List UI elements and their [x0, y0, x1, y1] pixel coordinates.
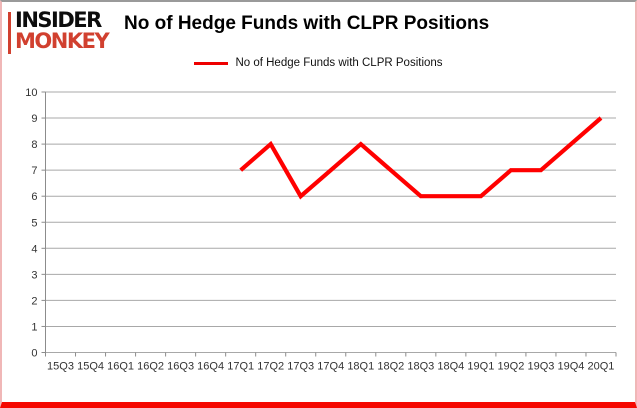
y-tick-label: 9	[31, 113, 37, 125]
y-tick-label: 10	[25, 87, 37, 99]
data-line	[239, 116, 603, 200]
x-tick-label: 16Q1	[107, 361, 134, 373]
y-tick-label: 6	[31, 191, 37, 203]
x-tick-label: 18Q4	[437, 361, 464, 373]
brand-accent-bar	[8, 12, 11, 54]
chart-svg: 0 1 2 3 4 5 6 7 8 9 10 15Q3 15Q4 16Q1 16Q2 16Q3 16Q4 17Q1…	[25, 87, 617, 373]
x-tick-label: 17Q4	[317, 361, 344, 373]
y-tick-label: 1	[31, 321, 37, 333]
x-tick-label: 18Q2	[377, 361, 404, 373]
y-tick-label: 7	[31, 165, 37, 177]
x-tick-label: 17Q3	[287, 361, 314, 373]
chart-title: No of Hedge Funds with CLPR Positions	[124, 13, 490, 34]
x-tick-label: 16Q3	[167, 361, 194, 373]
legend-line-swatch	[194, 61, 229, 65]
y-tick-label: 0	[31, 348, 37, 360]
legend: No of Hedge Funds with CLPR Positions	[2, 57, 635, 69]
x-tick-label: 16Q4	[197, 361, 224, 373]
brand-logo: INSIDER MONKEY	[8, 8, 110, 54]
x-tick-label: 16Q2	[137, 361, 164, 373]
x-tick-label: 19Q1	[467, 361, 494, 373]
y-tick-label: 4	[31, 243, 37, 255]
x-tick-label: 17Q1	[227, 361, 254, 373]
y-tick-label: 2	[31, 295, 37, 307]
x-tick-label: 17Q2	[257, 361, 284, 373]
brand-name-top: INSIDER	[15, 8, 102, 32]
y-tick-label: 5	[31, 217, 37, 229]
x-tick-label: 19Q4	[557, 361, 584, 373]
legend-label: No of Hedge Funds with CLPR Positions	[235, 57, 443, 69]
y-tick-label: 8	[31, 139, 37, 151]
x-tick-label: 18Q3	[407, 361, 434, 373]
x-tick-label: 19Q3	[527, 361, 554, 373]
x-tick-label: 20Q1	[588, 361, 615, 373]
brand-wordmark: INSIDER MONKEY	[15, 8, 110, 54]
x-tick-label: 15Q3	[47, 361, 74, 373]
brand-name-bottom: MONKEY	[15, 29, 110, 53]
x-tick-label: 19Q2	[497, 361, 524, 373]
x-tick-label: 18Q1	[347, 361, 374, 373]
x-tick-label: 15Q4	[77, 361, 104, 373]
y-tick-label: 3	[31, 269, 37, 281]
